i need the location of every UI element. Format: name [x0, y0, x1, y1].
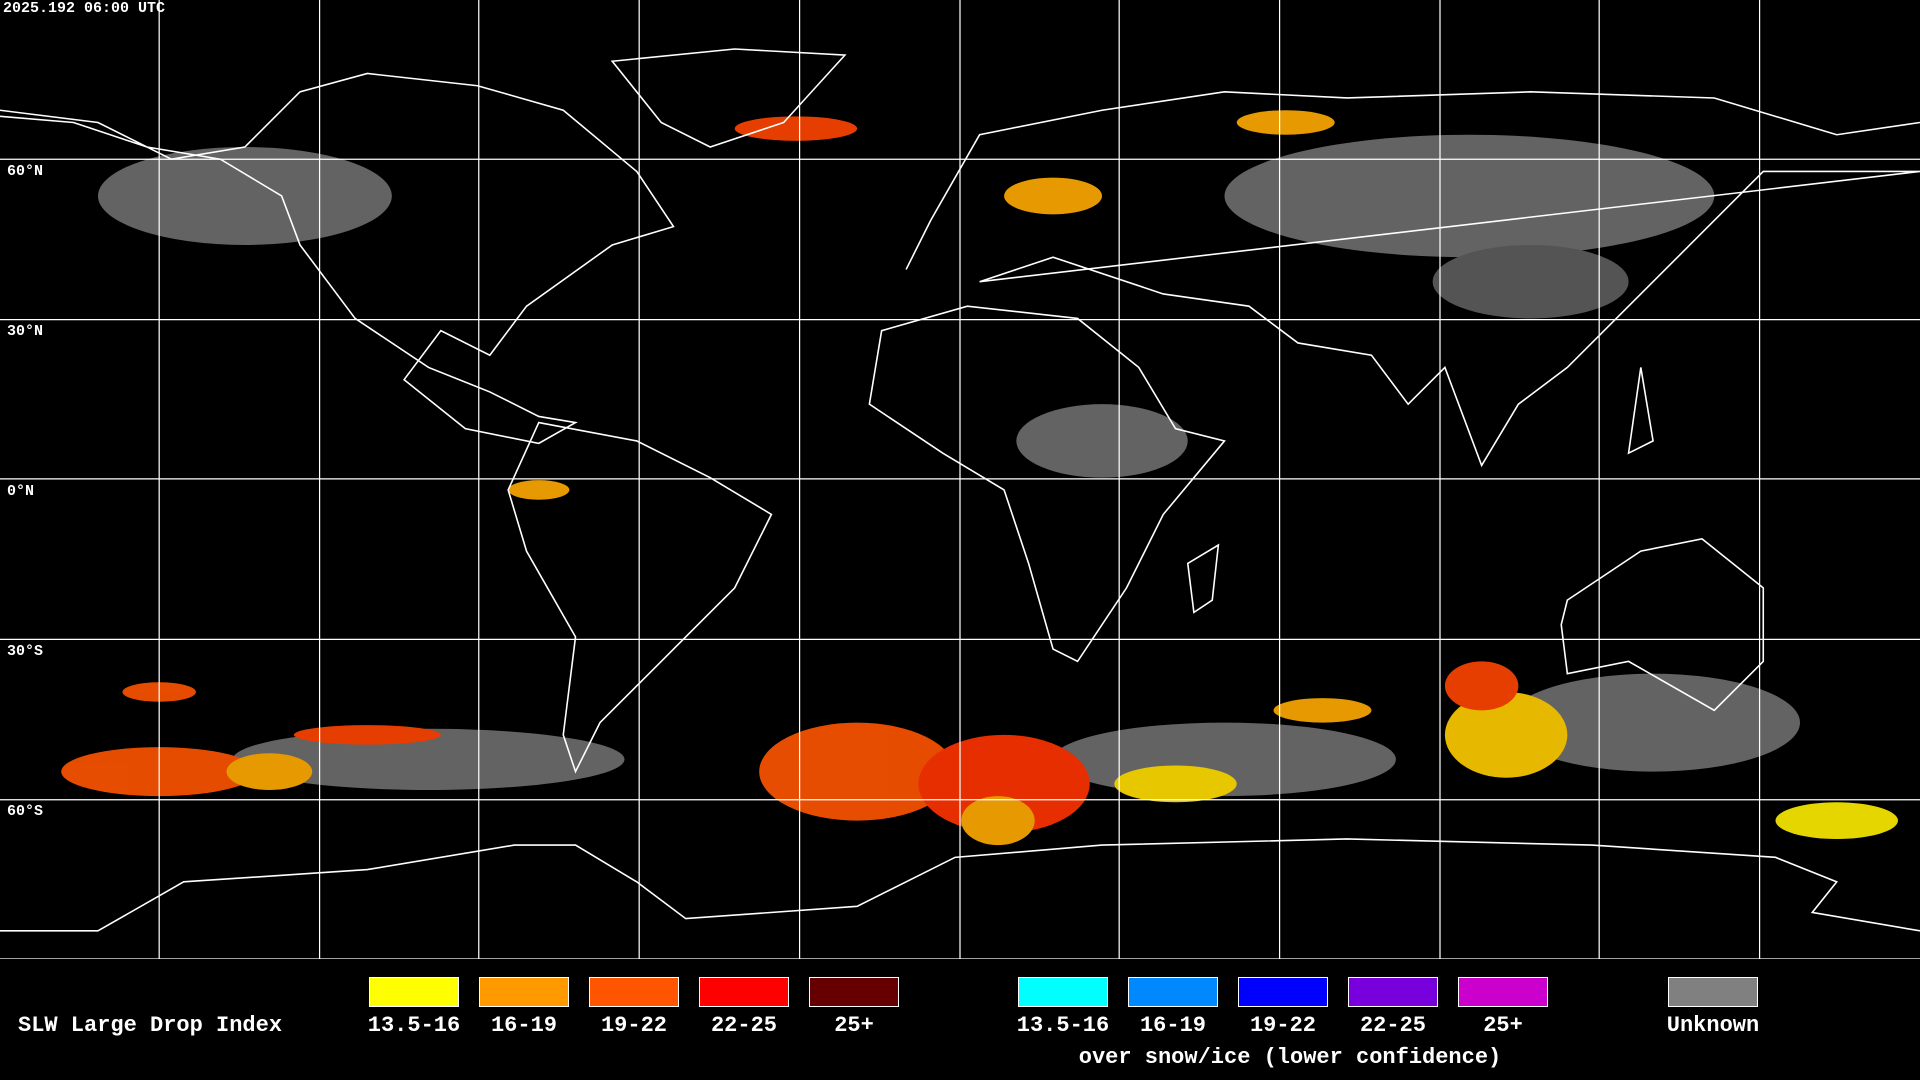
cloud-yellow [1444, 691, 1568, 778]
australia [1560, 538, 1765, 712]
legend-label: 16-19 [490, 1013, 557, 1038]
latitude-label: 60°N [7, 163, 44, 180]
legend-label: 19-22 [600, 1013, 667, 1038]
cloud-red [734, 116, 858, 141]
philippines [1627, 367, 1654, 455]
legend-swatch [1128, 977, 1218, 1007]
cloud-orange [1273, 698, 1372, 723]
graticule [0, 0, 1920, 959]
cloud-yellow [226, 753, 313, 790]
legend-label: 22-25 [1359, 1013, 1426, 1038]
south-america [507, 421, 773, 774]
snow-ice-caption: over snow/ice (lower confidence) [1078, 1045, 1502, 1070]
latitude-label: 60°S [7, 803, 44, 820]
cloud-unknown [1432, 244, 1629, 319]
legend-swatch [1018, 977, 1108, 1007]
cloud-unknown [1016, 404, 1188, 478]
cloud-orange [1236, 110, 1335, 135]
cloud-orange [759, 722, 956, 821]
latitude-label: 30°N [7, 323, 44, 340]
legend-label: 13.5-16 [1016, 1013, 1110, 1038]
greenland [610, 48, 847, 148]
legend-swatch [479, 977, 569, 1007]
legend: SLW Large Drop Index over snow/ice (lowe… [0, 962, 1920, 1080]
legend-swatch [809, 977, 899, 1007]
eurasia [905, 91, 1920, 468]
legend-label: 22-25 [710, 1013, 777, 1038]
legend-swatch [699, 977, 789, 1007]
legend-label: 25+ [1483, 1013, 1523, 1038]
north-america [0, 72, 675, 445]
legend-label: 25+ [834, 1013, 874, 1038]
legend-title: SLW Large Drop Index [18, 1013, 283, 1038]
timestamp: 2025.192 06:00 UTC [3, 0, 166, 17]
legend-swatch [369, 977, 459, 1007]
legend-swatch [1668, 977, 1758, 1007]
cloud-orange [1004, 177, 1103, 215]
cloud-red [293, 725, 441, 745]
africa [868, 305, 1226, 663]
latitude-label: 0°N [7, 483, 35, 500]
legend-swatch [1458, 977, 1548, 1007]
latitude-label: 30°S [7, 643, 44, 660]
legend-label: 13.5-16 [367, 1013, 461, 1038]
legend-label: Unknown [1666, 1013, 1760, 1038]
cloud-red [918, 734, 1090, 833]
map [0, 0, 1920, 959]
legend-swatch [1238, 977, 1328, 1007]
cloud-yellow [1775, 802, 1898, 839]
legend-swatch [589, 977, 679, 1007]
legend-swatch [1348, 977, 1438, 1007]
cloud-unknown [1224, 134, 1715, 258]
legend-label: 19-22 [1249, 1013, 1316, 1038]
madagascar [1186, 543, 1220, 614]
legend-label: 16-19 [1139, 1013, 1206, 1038]
cloud-yellow [961, 796, 1035, 846]
coastlines [0, 48, 1920, 932]
cloud-yellow [1114, 765, 1237, 803]
cloud-orange [508, 480, 570, 500]
antarctica [0, 838, 1920, 932]
cloud-unknown [232, 728, 625, 790]
cloud-red [1444, 661, 1519, 711]
cloud-unknown [97, 146, 392, 245]
